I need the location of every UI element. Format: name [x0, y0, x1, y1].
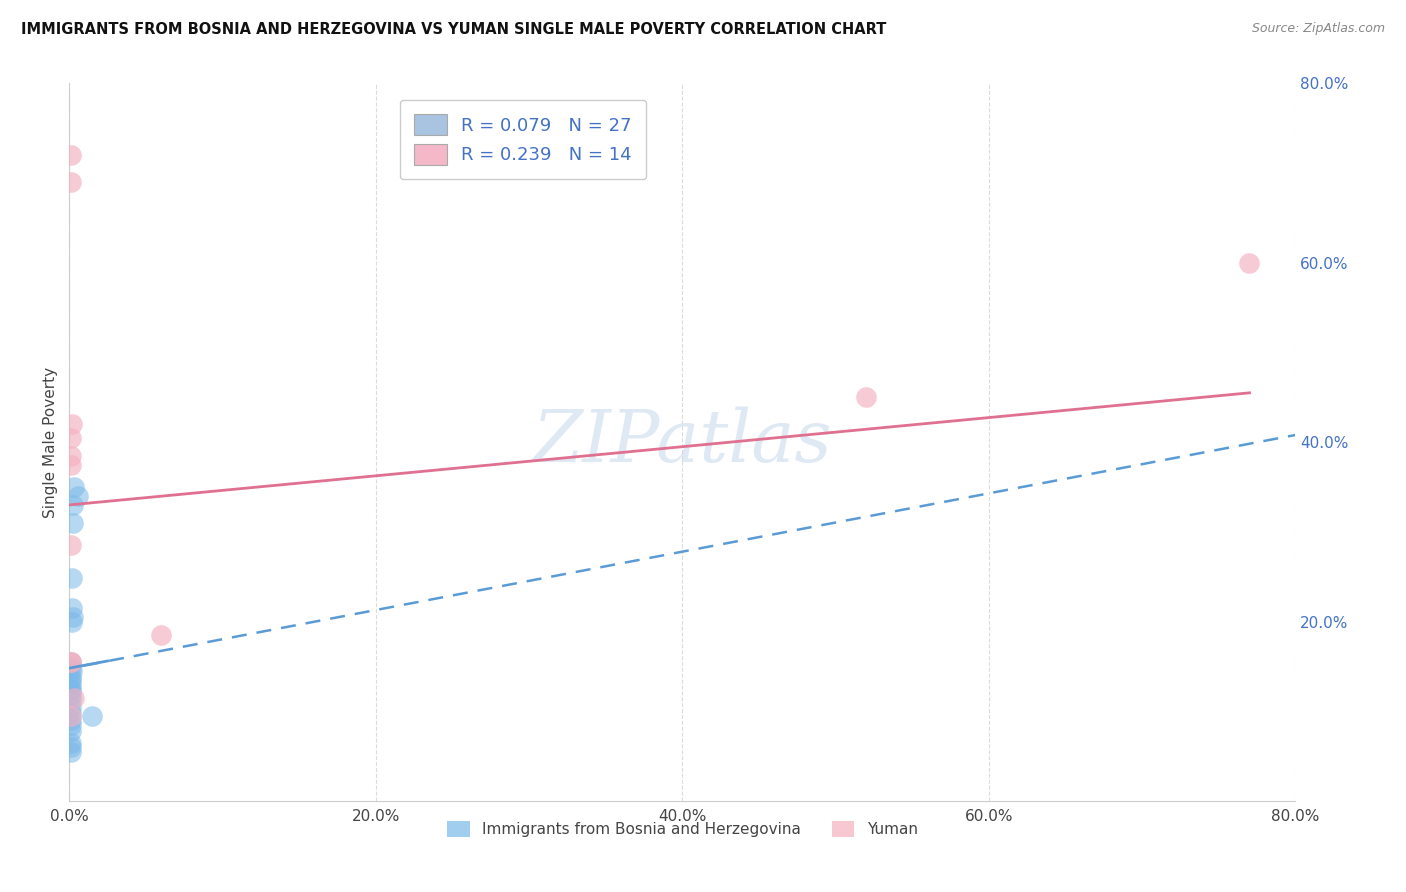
Point	[59, 684, 82, 698]
Point	[59, 717, 82, 731]
Point	[59, 175, 82, 189]
Point	[60, 572, 83, 586]
Point	[63, 480, 86, 494]
Point	[60, 601, 83, 615]
Point	[59, 655, 82, 669]
Point	[59, 670, 82, 684]
Point	[59, 458, 82, 472]
Point	[59, 735, 82, 749]
Point	[62, 516, 84, 530]
Point	[63, 690, 86, 705]
Point	[59, 693, 82, 707]
Point	[62, 498, 84, 512]
Point	[60, 664, 83, 678]
Y-axis label: Single Male Poverty: Single Male Poverty	[44, 367, 58, 517]
Point	[59, 538, 82, 552]
Point	[59, 745, 82, 759]
Point	[60, 615, 83, 629]
Legend: Immigrants from Bosnia and Herzegovina, Yuman: Immigrants from Bosnia and Herzegovina, …	[441, 815, 924, 844]
Point	[59, 655, 82, 669]
Point	[59, 740, 82, 755]
Point	[62, 610, 84, 624]
Point	[59, 706, 82, 720]
Point	[150, 628, 173, 642]
Point	[67, 489, 90, 503]
Text: IMMIGRANTS FROM BOSNIA AND HERZEGOVINA VS YUMAN SINGLE MALE POVERTY CORRELATION : IMMIGRANTS FROM BOSNIA AND HERZEGOVINA V…	[21, 22, 886, 37]
Point	[59, 431, 82, 445]
Point	[82, 708, 104, 723]
Text: Source: ZipAtlas.com: Source: ZipAtlas.com	[1251, 22, 1385, 36]
Point	[59, 677, 82, 691]
Point	[59, 661, 82, 675]
Point	[59, 449, 82, 463]
Point	[59, 688, 82, 702]
Point	[1239, 256, 1261, 270]
Point	[59, 723, 82, 738]
Text: ZIPatlas: ZIPatlas	[533, 407, 832, 477]
Point	[59, 708, 82, 723]
Point	[60, 417, 83, 432]
Point	[855, 390, 877, 404]
Point	[59, 148, 82, 162]
Point	[59, 699, 82, 714]
Point	[59, 681, 82, 696]
Point	[59, 673, 82, 687]
Point	[59, 713, 82, 727]
Point	[59, 655, 82, 669]
